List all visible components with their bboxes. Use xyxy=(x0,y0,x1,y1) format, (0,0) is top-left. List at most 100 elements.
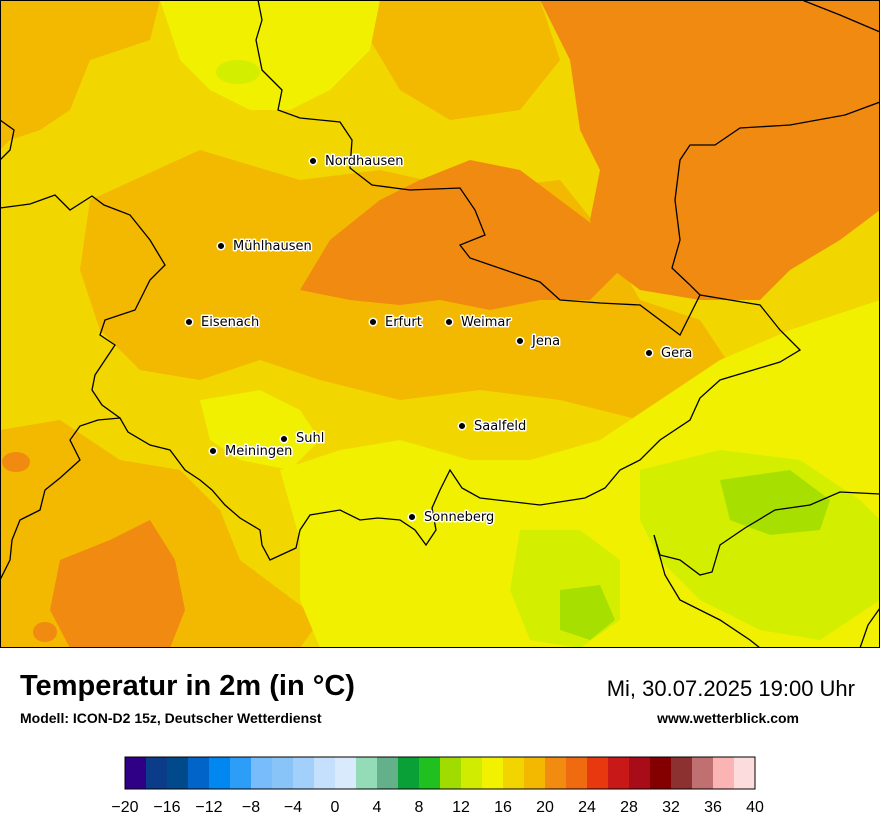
city-dot xyxy=(368,317,378,327)
city-saalfeld: Saalfeld xyxy=(457,418,528,436)
website-link[interactable]: www.wetterblick.com xyxy=(657,710,799,726)
legend-swatch xyxy=(188,757,210,789)
temperature-map: Nordhausen Mühlhausen Eisenach Erfurt We… xyxy=(0,0,880,648)
city-jena: Jena xyxy=(515,333,562,351)
legend-swatch xyxy=(482,757,504,789)
border-north-east xyxy=(801,0,880,33)
legend-swatch xyxy=(335,757,357,789)
temp-zone-22-east xyxy=(540,0,880,300)
legend-swatch xyxy=(314,757,336,789)
legend-swatch xyxy=(650,757,672,789)
legend-tick-label: 28 xyxy=(620,799,638,816)
legend-swatch xyxy=(272,757,294,789)
city-dot xyxy=(308,156,318,166)
legend-tick-label: −12 xyxy=(195,799,222,816)
legend-tick-label: −4 xyxy=(284,799,302,816)
city-label: Jena xyxy=(531,334,560,349)
legend-swatch xyxy=(692,757,714,789)
legend-swatch xyxy=(398,757,420,789)
legend-swatch xyxy=(461,757,483,789)
legend-tick-label: 0 xyxy=(331,799,340,816)
legend-tick-label: 40 xyxy=(746,799,764,816)
legend-swatch xyxy=(209,757,231,789)
legend-swatch xyxy=(251,757,273,789)
legend-swatch xyxy=(377,757,399,789)
legend-swatch xyxy=(629,757,651,789)
city-suhl: Suhl xyxy=(279,430,326,448)
temp-zone-22-southwest xyxy=(50,520,185,648)
legend-swatch xyxy=(125,757,147,789)
border-southeast-lower xyxy=(653,534,761,648)
legend-swatch xyxy=(566,757,588,789)
legend-swatch xyxy=(440,757,462,789)
city-erfurt: Erfurt xyxy=(368,314,423,332)
city-dot xyxy=(444,317,454,327)
temp-zone-12-north xyxy=(216,60,260,84)
temp-zone-22-center xyxy=(300,160,620,310)
city-label: Mühlhausen xyxy=(233,239,312,254)
city-dot xyxy=(208,446,218,456)
legend-tick-label: 32 xyxy=(662,799,680,816)
legend-swatch xyxy=(671,757,693,789)
city-dot xyxy=(644,348,654,358)
city-label: Suhl xyxy=(296,431,324,446)
legend-tick-label: 16 xyxy=(494,799,512,816)
border-southeast-right xyxy=(859,607,880,648)
temp-zone-20-north xyxy=(370,0,560,120)
city-eisenach: Eisenach xyxy=(184,314,261,332)
city-weimar: Weimar xyxy=(444,314,513,332)
city-label: Sonneberg xyxy=(424,510,494,525)
temp-zone-16-middle xyxy=(200,390,320,470)
city-sonneberg: Sonneberg xyxy=(407,509,496,527)
border-north-west xyxy=(0,119,15,161)
city-meiningen: Meiningen xyxy=(208,443,294,461)
legend-swatch xyxy=(734,757,756,789)
border-east xyxy=(671,101,880,296)
temp-zone-12-southeast xyxy=(720,470,830,535)
legend-swatch xyxy=(230,757,252,789)
city-dot xyxy=(184,317,194,327)
legend-tick-label: 12 xyxy=(452,799,470,816)
legend-ticks: −20 −16 −12 −8 −4 0 4 8 12 16 20 24 28 32 36 40 xyxy=(111,799,764,816)
legend-swatch xyxy=(524,757,546,789)
legend-swatch xyxy=(545,757,567,789)
legend-swatch xyxy=(356,757,378,789)
legend-swatch xyxy=(713,757,735,789)
city-label: Saalfeld xyxy=(474,419,526,434)
city-dot xyxy=(216,241,226,251)
forecast-datetime: Mi, 30.07.2025 19:00 Uhr xyxy=(606,676,855,701)
legend-tick-label: −8 xyxy=(242,799,260,816)
legend-tick-label: 4 xyxy=(373,799,382,816)
temp-zone-22-spot-south xyxy=(33,622,57,642)
legend-tick-label: 20 xyxy=(536,799,554,816)
city-nordhausen: Nordhausen xyxy=(308,153,405,171)
legend-tick-label: −16 xyxy=(153,799,180,816)
border-thuringia xyxy=(0,0,802,581)
legend-tick-label: 24 xyxy=(578,799,596,816)
legend-swatch xyxy=(419,757,441,789)
border-south-east xyxy=(653,491,880,576)
city-label: Erfurt xyxy=(385,315,422,330)
temp-zone-22-spot-west xyxy=(2,452,30,472)
map-title: Temperatur in 2m (in °C) xyxy=(20,670,355,702)
temp-zone-20-west xyxy=(0,0,160,150)
city-gera: Gera xyxy=(644,345,694,363)
legend-tick-label: 8 xyxy=(415,799,424,816)
city-label: Gera xyxy=(661,346,692,361)
legend-swatches xyxy=(124,756,756,790)
legend-frame xyxy=(124,756,756,790)
legend-tick-label: 36 xyxy=(704,799,722,816)
temp-zone-16-north xyxy=(160,0,380,110)
city-dot xyxy=(279,434,289,444)
legend-swatch xyxy=(293,757,315,789)
legend-swatch xyxy=(503,757,525,789)
model-info: Modell: ICON-D2 15z, Deutscher Wetterdie… xyxy=(20,710,322,726)
legend-swatch xyxy=(146,757,168,789)
city-label: Weimar xyxy=(461,315,511,330)
legend-swatch xyxy=(587,757,609,789)
city-dot xyxy=(407,512,417,522)
city-label: Nordhausen xyxy=(325,154,404,169)
city-label: Eisenach xyxy=(201,315,259,330)
legend-swatch xyxy=(608,757,630,789)
legend-swatch xyxy=(167,757,189,789)
